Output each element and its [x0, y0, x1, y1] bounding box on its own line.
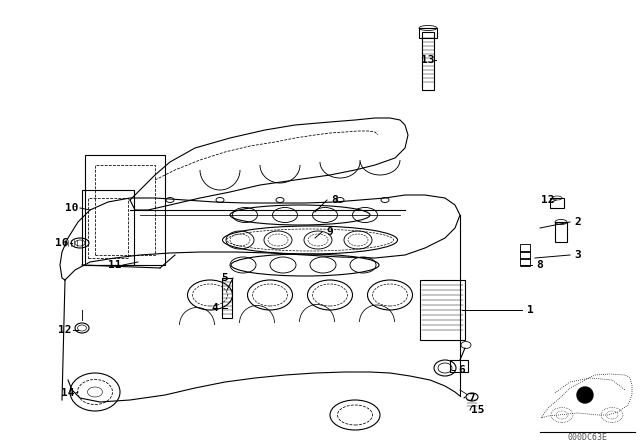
Text: 14: 14	[61, 388, 75, 398]
Bar	[520, 258, 530, 266]
Circle shape	[577, 387, 593, 403]
Text: 12: 12	[58, 325, 72, 335]
Text: 8: 8	[536, 260, 543, 270]
Bar	[95, 165, 155, 255]
Bar	[85, 155, 165, 265]
Text: 15: 15	[471, 405, 484, 415]
Bar	[422, 32, 434, 90]
Text: 7: 7	[468, 393, 476, 403]
Text: 12: 12	[541, 195, 555, 205]
Text: 000DC63E: 000DC63E	[567, 432, 607, 441]
Bar	[419, 28, 437, 38]
Bar	[420, 280, 465, 340]
Text: 8: 8	[332, 195, 339, 205]
Text: 2: 2	[575, 217, 581, 227]
Text: 1: 1	[527, 305, 533, 315]
Bar	[222, 278, 232, 318]
Bar	[520, 244, 530, 252]
Bar	[450, 360, 468, 372]
Text: 10: 10	[65, 203, 79, 213]
Bar	[555, 222, 567, 242]
Bar	[88, 198, 128, 258]
Text: 6: 6	[459, 365, 465, 375]
Bar	[520, 251, 530, 259]
Text: 9: 9	[326, 227, 333, 237]
Text: 16: 16	[55, 238, 68, 248]
Bar	[82, 190, 134, 265]
Text: 3: 3	[575, 250, 581, 260]
Bar	[550, 198, 564, 208]
Text: 11: 11	[108, 260, 122, 270]
Text: 5: 5	[221, 273, 228, 283]
Text: 4: 4	[212, 303, 218, 313]
Text: 13: 13	[421, 55, 435, 65]
